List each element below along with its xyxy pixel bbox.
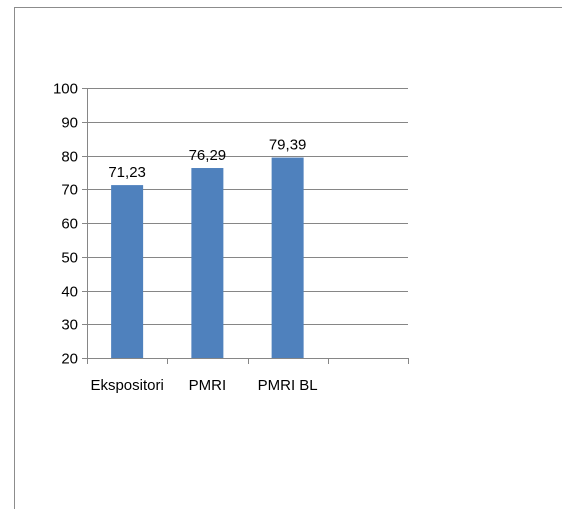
y-tick-label: 90 [61,115,78,132]
x-category-label: PMRI [189,377,227,394]
labels: 20 30 40 50 60 70 80 90 100 71,23 Ekspositori 76,29… [53,81,318,395]
y-tick-label: 80 [61,149,78,166]
x-category-label: Ekspositori [90,377,163,394]
bar-pmri-bl [271,157,304,358]
gridlines [82,88,408,359]
data-label: 71,23 [108,164,146,181]
x-category-label: PMRI BL [258,377,318,394]
y-tick-label: 20 [61,351,78,368]
chart-frame [14,7,562,509]
bar-ekspositori [111,185,144,358]
axes [87,88,409,364]
data-label: 76,29 [189,147,227,164]
y-tick-label: 40 [61,284,78,301]
y-tick-label: 100 [53,81,78,98]
data-label: 79,39 [269,137,307,154]
y-tick-label: 60 [61,216,78,233]
y-tick-label: 30 [61,317,78,334]
y-tick-label: 50 [61,250,78,267]
bar-pmri [191,168,224,358]
y-tick-label: 70 [61,182,78,199]
bars [111,157,304,358]
